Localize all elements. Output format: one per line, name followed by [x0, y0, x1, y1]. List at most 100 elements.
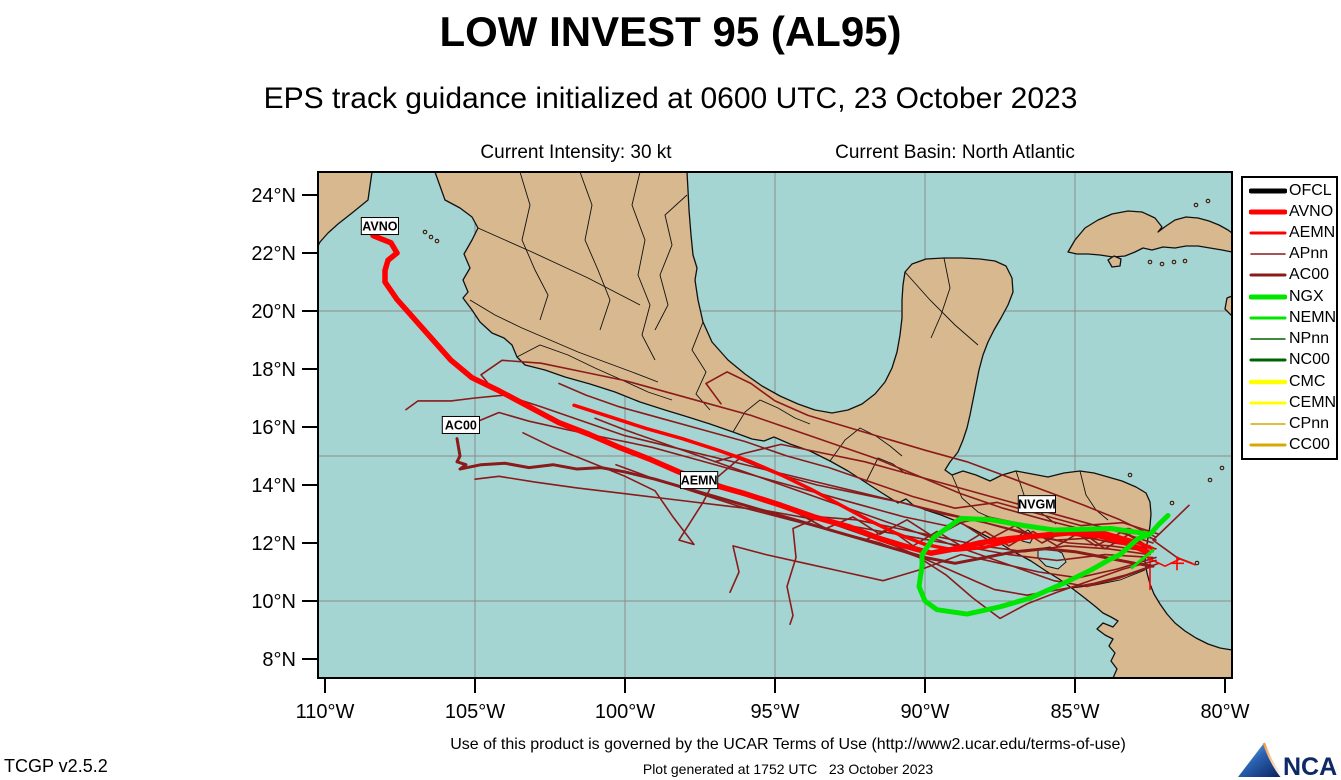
track-label-NVGM: NVGM	[1017, 495, 1056, 514]
track-APnn	[474, 475, 1154, 562]
island-dot	[434, 238, 440, 244]
track-label-AC00: AC00	[441, 415, 480, 434]
island-dot	[1194, 560, 1200, 566]
track-label-AEMN: AEMN	[680, 471, 719, 490]
legend-entry-NC00: NC00	[1249, 350, 1336, 370]
legend-label: CEMN	[1289, 393, 1337, 411]
legend-line-sample	[1249, 188, 1287, 194]
state-border-line	[631, 172, 656, 361]
legend-entry-NEMN: NEMN	[1249, 308, 1336, 328]
x-axis-tick-label: 90°W	[900, 701, 949, 723]
legend-line-sample	[1249, 273, 1287, 277]
plot-subtitle: EPS track guidance initialized at 0600 U…	[263, 82, 1078, 115]
track-NVGM-dash	[1130, 548, 1155, 570]
x-axis-tick-label: 85°W	[1050, 701, 1099, 723]
state-border-line	[930, 257, 951, 339]
state-border-line	[579, 172, 611, 331]
y-axis-tick-label: 10°N	[251, 591, 296, 613]
land-polygon	[1107, 255, 1122, 268]
x-axis-tick-label: 100°W	[595, 701, 655, 723]
legend-label: CC00	[1289, 436, 1330, 454]
x-axis-tick-label: 95°W	[750, 701, 799, 723]
legend-label: NEMN	[1289, 308, 1337, 326]
legend-line-sample	[1249, 379, 1287, 384]
state-border-line	[654, 194, 688, 331]
x-axis-tick-label: 110°W	[296, 701, 355, 723]
y-axis-tick-label: 22°N	[251, 243, 296, 265]
y-axis-tick-label: 16°N	[251, 417, 296, 439]
x-axis-tick-label: 105°W	[445, 701, 505, 723]
island-dot	[1205, 198, 1211, 204]
legend-line-sample	[1249, 231, 1287, 235]
legend-label: AEMN	[1289, 224, 1336, 242]
y-axis-tick-label: 24°N	[251, 185, 296, 207]
state-border-line	[477, 227, 641, 306]
legend-line-sample	[1250, 253, 1286, 256]
track-label-box	[680, 471, 719, 490]
track-NVGM	[916, 512, 1171, 617]
island-dot	[1207, 477, 1213, 483]
legend-entry-NPnn: NPnn	[1249, 329, 1336, 349]
track-label-box	[441, 415, 480, 434]
model-legend: OFCL AVNO AEMN APnn AC00 NGX NEMN NPnn NC00 CMC CE…	[1241, 176, 1338, 460]
legend-line-sample	[1249, 294, 1287, 300]
legend-label: OFCL	[1289, 181, 1332, 199]
legend-line-sample	[1249, 401, 1287, 405]
current-intensity-label: Current Intensity: 30 kt	[480, 142, 672, 163]
legend-line-sample	[1249, 209, 1287, 215]
legend-label: NPnn	[1289, 330, 1330, 348]
legend-entry-CC00: CC00	[1249, 435, 1336, 455]
ncar-logo-graphic: NCAR	[1238, 742, 1341, 780]
island-dot	[1147, 259, 1153, 265]
legend-entry-AC00: AC00	[1249, 265, 1336, 285]
legend-line-sample	[1250, 423, 1286, 425]
legend-label: CPnn	[1289, 415, 1330, 433]
legend-label: APnn	[1289, 245, 1329, 263]
island-dot	[422, 229, 428, 235]
track-label-box	[360, 217, 399, 236]
ncar-swoosh-arc-icon	[1262, 742, 1283, 778]
current-basin-label: Current Basin: North Atlantic	[835, 142, 1075, 163]
state-border-line	[904, 271, 979, 346]
track-APnn	[705, 371, 1157, 539]
legend-label: AC00	[1289, 266, 1330, 284]
state-border-line	[516, 344, 673, 401]
ncar-logo-text: NCAR	[1283, 753, 1337, 779]
legend-line-sample	[1249, 358, 1287, 362]
track-APnn	[558, 382, 1160, 536]
track-label-text: AVNO	[362, 220, 397, 234]
legend-entry-OFCL: OFCL	[1249, 181, 1336, 201]
page-title: LOW INVEST 95 (AL95)	[439, 8, 902, 55]
track-AVNO	[370, 232, 1150, 556]
ncar-swoosh-icon	[1238, 743, 1282, 777]
y-axis-tick-label: 12°N	[251, 533, 296, 555]
island-dot	[1193, 202, 1199, 208]
state-border-line	[829, 427, 903, 462]
legend-entry-CEMN: CEMN	[1249, 393, 1336, 413]
legend-entry-CMC: CMC	[1249, 372, 1336, 392]
track-APnn	[594, 417, 1154, 588]
land-polygon	[1224, 295, 1232, 317]
legend-label: AVNO	[1289, 202, 1334, 220]
y-axis-tick-label: 18°N	[251, 359, 296, 381]
legend-line-sample	[1249, 443, 1287, 447]
island-dot	[1169, 500, 1175, 506]
island-dot	[1171, 259, 1177, 265]
plot-generated-text: Plot generated at 1752 UTC 23 October 20…	[642, 761, 934, 777]
state-border-line	[469, 299, 659, 383]
x-axis-tick-label: 80°W	[1200, 701, 1249, 723]
track-label-text: AC00	[445, 418, 477, 432]
track-label-box	[1017, 495, 1056, 514]
y-axis-tick-label: 8°N	[262, 649, 296, 671]
legend-entry-AEMN: AEMN	[1249, 223, 1336, 243]
state-border-line	[691, 321, 711, 411]
island-dot	[1159, 261, 1165, 267]
y-axis-tick-label: 14°N	[251, 475, 296, 497]
track-label-text: AEMN	[681, 474, 718, 488]
tcgp-version-text: TCGP v2.5.2	[4, 756, 108, 776]
legend-line-sample	[1249, 316, 1287, 320]
island-dot	[1127, 472, 1133, 478]
legend-label: CMC	[1289, 372, 1326, 390]
